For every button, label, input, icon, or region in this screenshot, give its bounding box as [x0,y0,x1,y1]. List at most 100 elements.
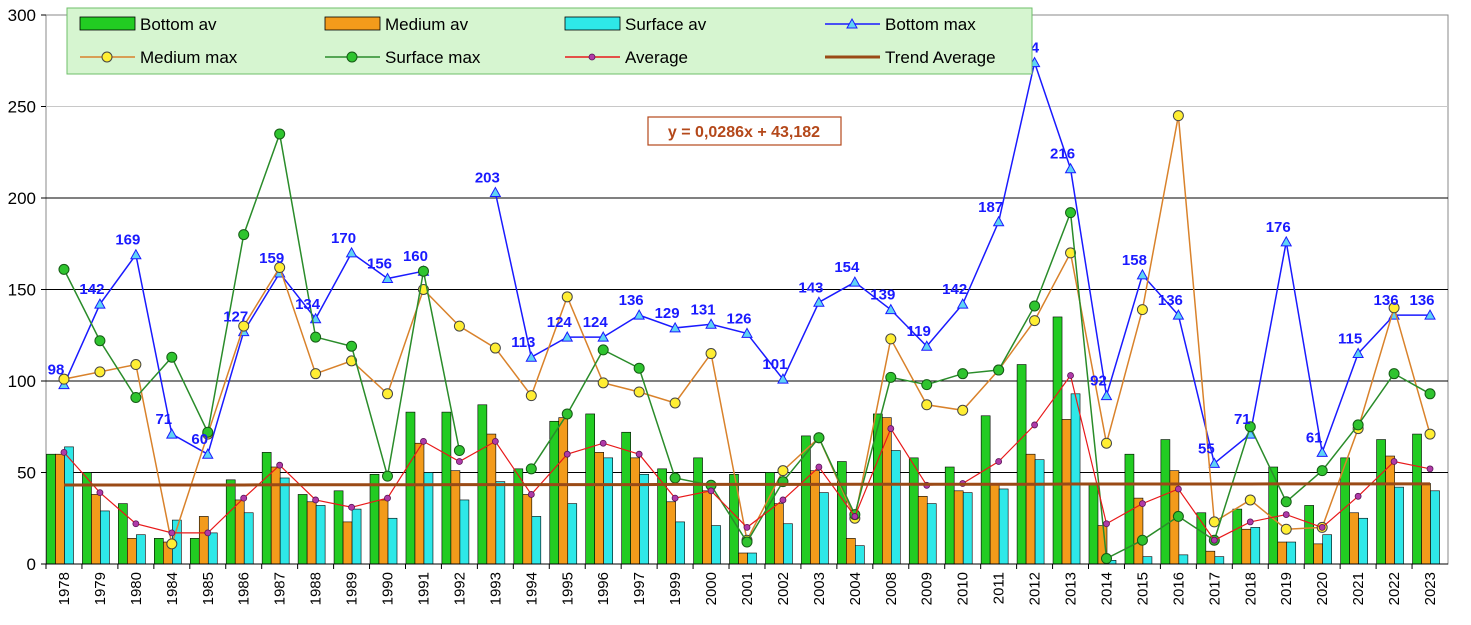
bar-medium-av [666,501,676,565]
point-surface-max [166,351,178,363]
lines-layer [58,56,1436,565]
bar-bottom-av [1016,364,1027,565]
bar-medium-av [1313,543,1323,565]
point-medium-max [597,377,609,389]
bar-bottom-av [1088,483,1099,565]
bar-bottom-av [837,461,847,565]
point-average [420,437,427,445]
bar-bottom-av [1412,433,1422,565]
point-average [312,496,320,504]
bar-medium-av [594,452,605,565]
bar-medium-av [1277,541,1288,565]
point-average [1246,518,1254,526]
bar-surface-av [243,512,254,565]
point-bottom-max [920,340,933,351]
point-bottom-max [1352,347,1364,359]
x-tick-label: 2016 [1170,572,1187,605]
legend-label-medium-av: Medium av [385,15,469,34]
bar-surface-av [315,505,326,565]
point-average [1318,524,1326,531]
data-label-bottom-max: 169 [115,232,140,249]
trend-equation-box [647,116,842,146]
point-bottom-max [381,272,394,284]
point-surface-max [346,340,358,352]
point-bottom-max [705,318,717,329]
bar-surface-av [1142,556,1153,565]
bar-medium-av [1205,550,1216,565]
point-bottom-max [1280,235,1293,247]
point-medium-max [1100,437,1112,449]
point-surface-max [58,263,70,275]
line-surface-max [530,212,1431,560]
point-average [1390,458,1398,465]
point-bottom-max [130,248,142,260]
point-medium-max [561,291,573,303]
bar-bottom-av [1304,505,1314,565]
point-medium-max [489,342,501,354]
x-tick-label: 1978 [56,572,73,605]
point-average [276,461,284,469]
point-surface-max [94,335,106,347]
bar-surface-av [819,492,829,565]
data-label-bottom-max: 126 [726,310,751,327]
point-surface-max [1352,419,1364,431]
bar-surface-av [1034,459,1045,565]
bar-surface-av [926,503,937,565]
bar-surface-av [747,552,757,565]
bar-surface-av [1250,527,1261,565]
point-medium-max [1065,247,1077,259]
bar-surface-av [387,517,398,565]
x-tick-label: 2021 [1350,572,1367,605]
y-tick-label: 300 [8,6,36,25]
point-bottom-max [669,321,681,333]
point-medium-max [382,388,394,400]
bar-surface-av [603,457,614,565]
point-average [204,529,212,537]
legend-label-bottom-max: Bottom max [885,15,976,34]
x-tick-label: 1997 [631,572,648,605]
x-tick-label: 2020 [1314,572,1331,605]
point-surface-max [1065,207,1077,219]
point-average [743,524,751,531]
data-label-bottom-max: 160 [403,248,428,265]
bar-bottom-av [693,457,703,565]
point-bottom-max [525,351,538,362]
point-average [707,487,715,495]
bar-bottom-av [549,420,560,565]
point-bottom-max [345,246,358,258]
bar-surface-av [1430,490,1440,565]
point-average [168,529,176,537]
x-tick-label: 1995 [559,572,576,605]
bar-bottom-av [944,466,955,565]
point-average [851,513,859,520]
point-medium-max [1280,523,1292,535]
point-average [599,439,607,447]
bar-medium-av [1385,455,1395,565]
x-tick-label: 2014 [1098,572,1115,605]
point-average [635,450,643,458]
data-label-bottom-max: 156 [367,256,392,273]
bar-bottom-av [801,435,811,565]
data-label-bottom-max: 98 [48,362,65,379]
bar-bottom-av [908,457,919,565]
y-axis: 0 50 100 150 200 250 300 [8,6,46,574]
point-bottom-max [1064,162,1077,174]
bar-medium-av [1241,528,1252,565]
bar-medium-av [414,442,425,565]
x-tick-label: 1996 [595,572,612,605]
bar-medium-av [774,503,784,565]
data-label-bottom-max: 129 [655,305,680,322]
bar-surface-av [1070,393,1081,565]
point-medium-max [777,465,789,477]
bar-surface-av [351,508,362,565]
bar-surface-av [783,523,793,565]
point-surface-max [1280,496,1292,508]
point-average [815,463,823,471]
point-surface-max [741,536,753,548]
point-medium-max [669,397,681,409]
bar-surface-av [531,516,542,565]
point-surface-max [1388,368,1400,380]
point-medium-max [130,359,142,371]
point-average [491,437,499,445]
bar-medium-av [378,499,389,565]
